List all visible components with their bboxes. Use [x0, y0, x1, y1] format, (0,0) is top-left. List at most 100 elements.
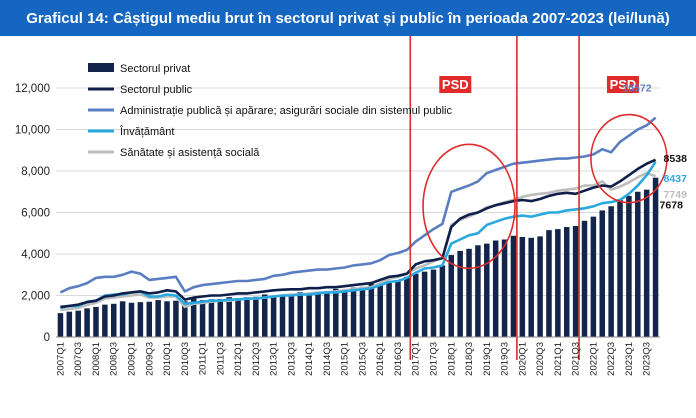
highlight-circle — [422, 143, 516, 270]
y-tick-label: 12,000 — [15, 83, 50, 95]
x-tick-label: 2011Q1 — [198, 342, 209, 375]
bar-sectorul-privat — [652, 177, 659, 337]
x-tick-label: 2019Q1 — [482, 342, 493, 376]
bar-sectorul-privat — [333, 288, 339, 337]
bar-sectorul-privat — [261, 294, 268, 337]
title-bar — [0, 0, 696, 36]
bar-sectorul-privat — [110, 303, 117, 337]
x-tick-label: 2016Q1 — [375, 342, 386, 376]
bar-sectorul-privat — [572, 225, 579, 337]
x-tick-label: 2019Q3 — [500, 342, 511, 376]
legend-label: Sănătate și asistență socială — [120, 147, 260, 159]
bar-sectorul-privat — [439, 265, 446, 337]
x-tick-label: 2014Q1 — [304, 342, 315, 376]
bar-sectorul-privat — [102, 304, 108, 337]
x-tick-label: 2020Q1 — [517, 342, 528, 376]
line-invatamant — [60, 161, 657, 310]
bar-sectorul-privat — [270, 295, 277, 337]
bar-sectorul-privat — [590, 216, 597, 337]
x-tick-label: 2018Q1 — [446, 342, 457, 376]
bar-sectorul-privat — [430, 269, 437, 337]
bar-sectorul-privat — [359, 286, 366, 337]
bar-sectorul-privat — [377, 284, 383, 337]
bar-sectorul-privat — [297, 292, 304, 337]
line-administratie — [59, 116, 657, 294]
bar-sectorul-privat — [484, 243, 490, 337]
bar-sectorul-privat — [404, 276, 410, 337]
x-tick-label: 2008Q1 — [91, 342, 102, 376]
bar-sectorul-privat — [324, 291, 330, 337]
bar-sectorul-privat — [137, 302, 144, 337]
bar-sectorul-privat — [217, 299, 224, 337]
bar-sectorul-privat — [199, 300, 206, 337]
x-tick-label: 2021Q3 — [571, 342, 582, 376]
y-tick-label: 0 — [44, 332, 50, 344]
bar-sectorul-privat — [279, 294, 286, 337]
x-tick-label: 2021Q1 — [553, 342, 564, 376]
x-tick-label: 2022Q1 — [588, 342, 599, 376]
legend-layer: Sectorul privat Sectorul public Administra… — [88, 63, 452, 159]
bar-sectorul-privat — [75, 310, 81, 337]
bar-sectorul-privat — [581, 220, 588, 337]
bar-sectorul-privat — [466, 248, 472, 337]
bar-sectorul-privat — [128, 302, 135, 337]
end-label-health: 7749 — [664, 189, 688, 201]
x-tick-label: 2008Q3 — [109, 342, 120, 376]
legend-swatch-sectorul-privat — [88, 63, 114, 72]
x-tick-label: 2007Q3 — [73, 342, 84, 376]
x-tick-label: 2020Q3 — [535, 342, 546, 376]
x-tick-label: 2007Q1 — [55, 342, 66, 376]
bar-sectorul-privat — [475, 245, 481, 337]
bar-sectorul-privat — [208, 299, 215, 337]
legend-label: Învățământ — [119, 125, 174, 138]
x-tick-label: 2012Q3 — [251, 342, 262, 376]
bar-sectorul-privat — [492, 240, 499, 337]
end-label-public: 8538 — [664, 153, 688, 165]
x-tick-label: 2012Q1 — [233, 342, 244, 376]
bar-sectorul-privat — [253, 296, 259, 337]
bar-sectorul-privat — [119, 301, 126, 337]
bar-sectorul-privat — [617, 200, 623, 337]
x-tick-label: 2017Q1 — [411, 342, 422, 376]
legend-label: Sectorul public — [120, 84, 193, 96]
bar-sectorul-privat — [288, 293, 295, 337]
bar-sectorul-privat — [412, 273, 419, 337]
bar-sectorul-privat — [501, 239, 508, 337]
bar-sectorul-privat — [315, 291, 321, 337]
y-tick-label: 2,000 — [21, 291, 50, 303]
axis-layer: 0 2,000 4,000 6,000 8,000 10,000 12,000 2007Q1 2… — [15, 83, 660, 376]
bar-sectorul-privat — [555, 229, 561, 337]
x-tick-label: 2011Q3 — [215, 342, 226, 375]
bar-sectorul-privat — [546, 230, 552, 337]
bar-sectorul-privat — [368, 283, 375, 337]
bar-sectorul-privat — [563, 227, 570, 337]
x-tick-label: 2014Q3 — [322, 342, 333, 376]
x-tick-label: 2009Q3 — [144, 342, 155, 376]
bar-sectorul-privat — [386, 282, 392, 337]
x-tick-label: 2013Q3 — [286, 342, 297, 376]
x-tick-label: 2009Q1 — [127, 342, 138, 376]
bar-sectorul-privat — [626, 195, 632, 337]
bar-sectorul-privat — [421, 271, 428, 337]
x-tick-label: 2018Q3 — [464, 342, 475, 376]
bar-sectorul-privat — [306, 293, 312, 337]
end-label-private: 7678 — [660, 200, 684, 212]
y-tick-label: 10,000 — [15, 125, 50, 137]
legend-label: Administrație publică și apărare; asigur… — [120, 105, 452, 117]
bar-sectorul-privat — [244, 297, 250, 337]
bar-sectorul-privat — [350, 287, 357, 337]
bar-sectorul-privat — [448, 255, 455, 337]
legend-label: Sectorul privat — [120, 63, 190, 75]
x-tick-label: 2010Q1 — [162, 342, 173, 376]
bar-sectorul-privat — [226, 297, 232, 337]
x-tick-label: 2010Q3 — [180, 342, 191, 376]
end-label-admin: 10572 — [622, 83, 651, 95]
bar-sectorul-privat — [235, 298, 241, 337]
bar-sectorul-privat — [537, 236, 543, 337]
bar-sectorul-privat — [635, 191, 641, 337]
bar-sectorul-privat — [510, 235, 517, 337]
y-tick-label: 6,000 — [21, 208, 50, 220]
